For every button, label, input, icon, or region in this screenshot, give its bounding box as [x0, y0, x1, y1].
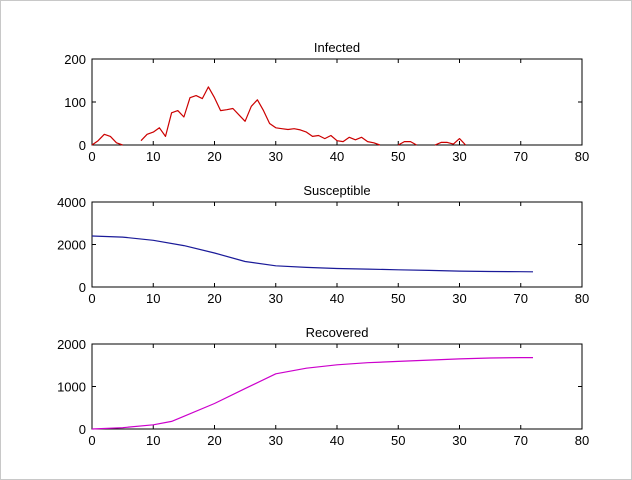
infected-series-line — [91, 133, 123, 146]
recovered-xtick-label: 0 — [88, 433, 95, 448]
infected-xtick-label: 50 — [391, 149, 405, 164]
susceptible-xtick-label: 50 — [391, 291, 405, 306]
susceptible-xtick-label: 20 — [207, 291, 221, 306]
infected-xtick-label: 80 — [575, 149, 589, 164]
infected-series-line — [140, 86, 381, 146]
susceptible-xtick-label: 70 — [514, 291, 528, 306]
recovered-xtick-label: 10 — [146, 433, 160, 448]
recovered-ytick-label: 2000 — [57, 337, 86, 352]
susceptible-xtick-label: 40 — [330, 291, 344, 306]
infected-xtick-label: 20 — [207, 149, 221, 164]
recovered-ytick-label: 1000 — [57, 380, 86, 395]
recovered-title: Recovered — [306, 325, 369, 340]
infected-ytick-label: 100 — [64, 95, 86, 110]
recovered-xtick-label: 70 — [514, 433, 528, 448]
recovered-axes-box — [91, 343, 583, 430]
recovered-xtick-label: 50 — [391, 433, 405, 448]
recovered-xtick-label: 30 — [452, 433, 466, 448]
infected-ytick-label: 0 — [79, 138, 86, 153]
susceptible-ytick-label: 4000 — [57, 195, 86, 210]
recovered-ytick-label: 0 — [79, 422, 86, 437]
susceptible-xtick-label: 80 — [575, 291, 589, 306]
susceptible-series-line — [91, 235, 534, 273]
susceptible-xtick-label: 10 — [146, 291, 160, 306]
susceptible-xtick-label: 0 — [88, 291, 95, 306]
infected-title: Infected — [314, 40, 360, 55]
recovered-series-line — [91, 357, 533, 430]
infected-plot: 0 10 20 30 40 50 30 70 80 0 100 200 Infected — [64, 40, 589, 164]
infected-ytick-label: 200 — [64, 52, 86, 67]
infected-xtick-label: 70 — [514, 149, 528, 164]
recovered-xtick-label: 80 — [575, 433, 589, 448]
recovered-plot: 0 10 20 30 40 50 30 70 80 0 1000 2000 Recovered — [57, 325, 589, 448]
susceptible-axes-box — [91, 201, 583, 288]
susceptible-ytick-label: 0 — [79, 280, 86, 295]
infected-xtick-label: 30 — [269, 149, 283, 164]
infected-xtick-label: 0 — [88, 149, 95, 164]
susceptible-xtick-label: 30 — [452, 291, 466, 306]
susceptible-ytick-label: 2000 — [57, 238, 86, 253]
infected-xtick-label: 40 — [330, 149, 344, 164]
infected-xtick-label: 30 — [452, 149, 466, 164]
susceptible-plot: 0 10 20 30 40 50 30 70 80 0 2000 4000 Susceptible — [57, 183, 589, 306]
infected-axes-box — [91, 58, 583, 146]
infected-series-line — [434, 138, 467, 146]
recovered-xtick-label: 20 — [207, 433, 221, 448]
recovered-xtick-label: 30 — [269, 433, 283, 448]
susceptible-xtick-label: 30 — [269, 291, 283, 306]
susceptible-title: Susceptible — [303, 183, 370, 198]
infected-series-line — [398, 141, 417, 146]
infected-xtick-label: 10 — [146, 149, 160, 164]
recovered-xtick-label: 40 — [330, 433, 344, 448]
